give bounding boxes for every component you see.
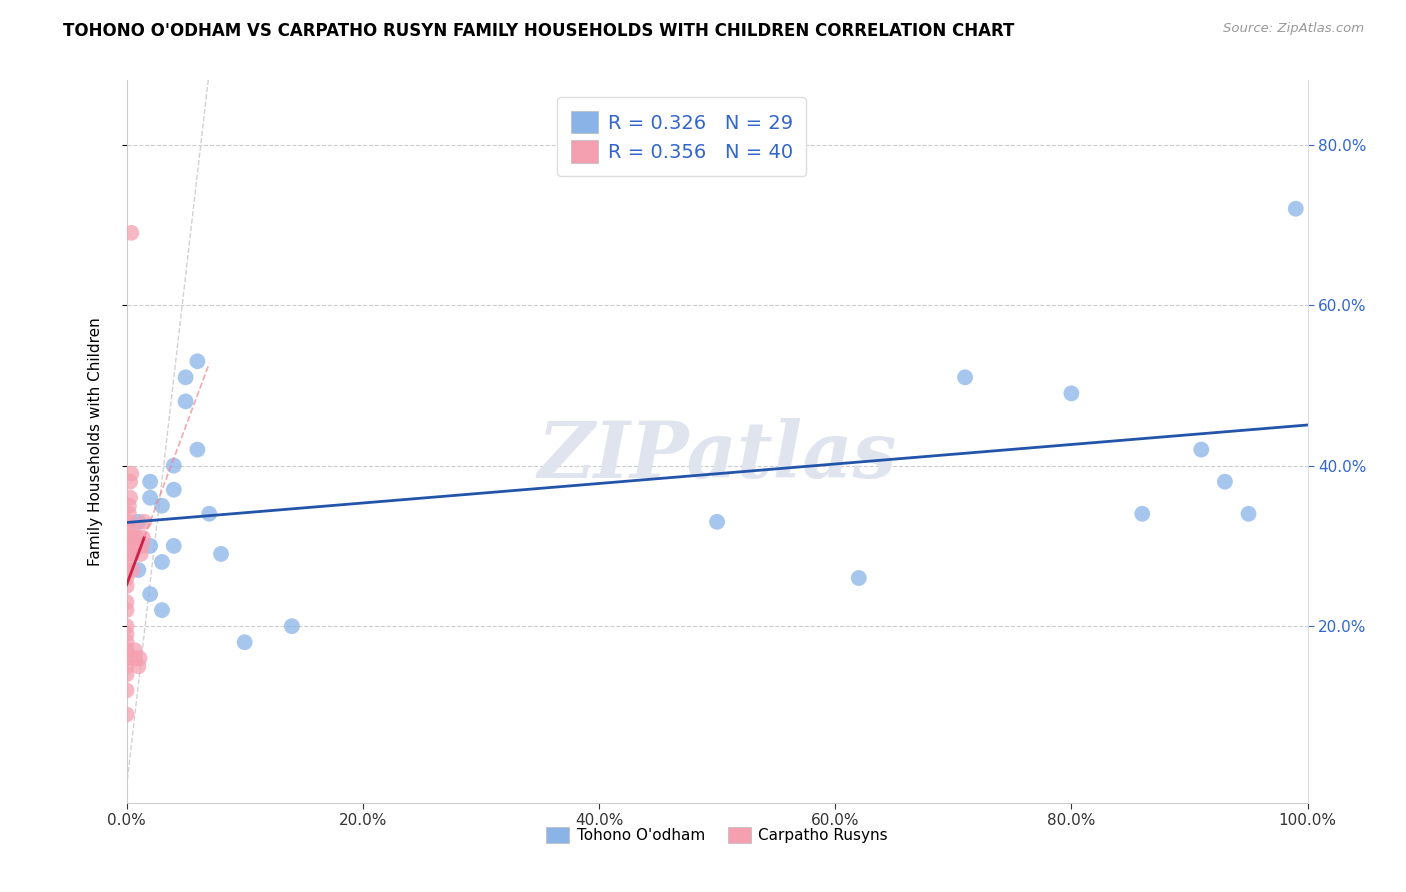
Point bbox=[117, 523, 139, 537]
Point bbox=[1189, 442, 1212, 457]
Point bbox=[209, 547, 232, 561]
Point bbox=[233, 635, 256, 649]
Point bbox=[124, 651, 146, 665]
Point bbox=[122, 523, 145, 537]
Point bbox=[115, 603, 138, 617]
Point bbox=[121, 563, 143, 577]
Point bbox=[174, 394, 197, 409]
Point bbox=[115, 707, 138, 722]
Point bbox=[125, 539, 148, 553]
Point bbox=[139, 475, 162, 489]
Point bbox=[1237, 507, 1260, 521]
Point bbox=[115, 683, 138, 698]
Point bbox=[1060, 386, 1083, 401]
Y-axis label: Family Households with Children: Family Households with Children bbox=[89, 318, 103, 566]
Point bbox=[115, 563, 138, 577]
Point bbox=[115, 651, 138, 665]
Point bbox=[124, 643, 146, 657]
Point bbox=[115, 619, 138, 633]
Text: ZIPatlas: ZIPatlas bbox=[537, 417, 897, 494]
Point bbox=[139, 539, 162, 553]
Point bbox=[163, 539, 186, 553]
Point bbox=[121, 547, 143, 561]
Point bbox=[150, 603, 173, 617]
Point bbox=[174, 370, 197, 384]
Point bbox=[150, 499, 173, 513]
Point bbox=[115, 539, 138, 553]
Point bbox=[115, 643, 138, 657]
Point bbox=[1130, 507, 1153, 521]
Point bbox=[150, 555, 173, 569]
Point bbox=[127, 515, 149, 529]
Point bbox=[953, 370, 976, 384]
Point bbox=[163, 458, 186, 473]
Point bbox=[115, 571, 138, 585]
Point bbox=[120, 475, 142, 489]
Point bbox=[118, 507, 141, 521]
Point bbox=[115, 547, 138, 561]
Point bbox=[127, 659, 149, 673]
Point bbox=[115, 579, 138, 593]
Point bbox=[115, 659, 138, 673]
Point bbox=[120, 467, 142, 481]
Point bbox=[1213, 475, 1236, 489]
Point bbox=[115, 555, 138, 569]
Point bbox=[120, 491, 142, 505]
Point bbox=[117, 515, 139, 529]
Text: TOHONO O'ODHAM VS CARPATHO RUSYN FAMILY HOUSEHOLDS WITH CHILDREN CORRELATION CHA: TOHONO O'ODHAM VS CARPATHO RUSYN FAMILY … bbox=[63, 22, 1015, 40]
Point bbox=[281, 619, 304, 633]
Point bbox=[118, 499, 141, 513]
Point bbox=[163, 483, 186, 497]
Point bbox=[186, 354, 208, 368]
Point bbox=[134, 515, 156, 529]
Point bbox=[131, 539, 153, 553]
Point bbox=[127, 531, 149, 545]
Point bbox=[198, 507, 221, 521]
Point bbox=[139, 491, 162, 505]
Legend: Tohono O'odham, Carpatho Rusyns: Tohono O'odham, Carpatho Rusyns bbox=[540, 822, 894, 849]
Point bbox=[129, 547, 152, 561]
Point bbox=[115, 627, 138, 641]
Point bbox=[186, 442, 208, 457]
Point bbox=[1285, 202, 1308, 216]
Point bbox=[706, 515, 728, 529]
Point bbox=[115, 595, 138, 609]
Point bbox=[127, 563, 149, 577]
Point bbox=[115, 667, 138, 681]
Point bbox=[848, 571, 870, 585]
Point bbox=[128, 651, 150, 665]
Point bbox=[117, 531, 139, 545]
Point bbox=[139, 587, 162, 601]
Point bbox=[132, 531, 155, 545]
Point bbox=[115, 635, 138, 649]
Point bbox=[120, 226, 142, 240]
Point bbox=[122, 531, 145, 545]
Text: Source: ZipAtlas.com: Source: ZipAtlas.com bbox=[1223, 22, 1364, 36]
